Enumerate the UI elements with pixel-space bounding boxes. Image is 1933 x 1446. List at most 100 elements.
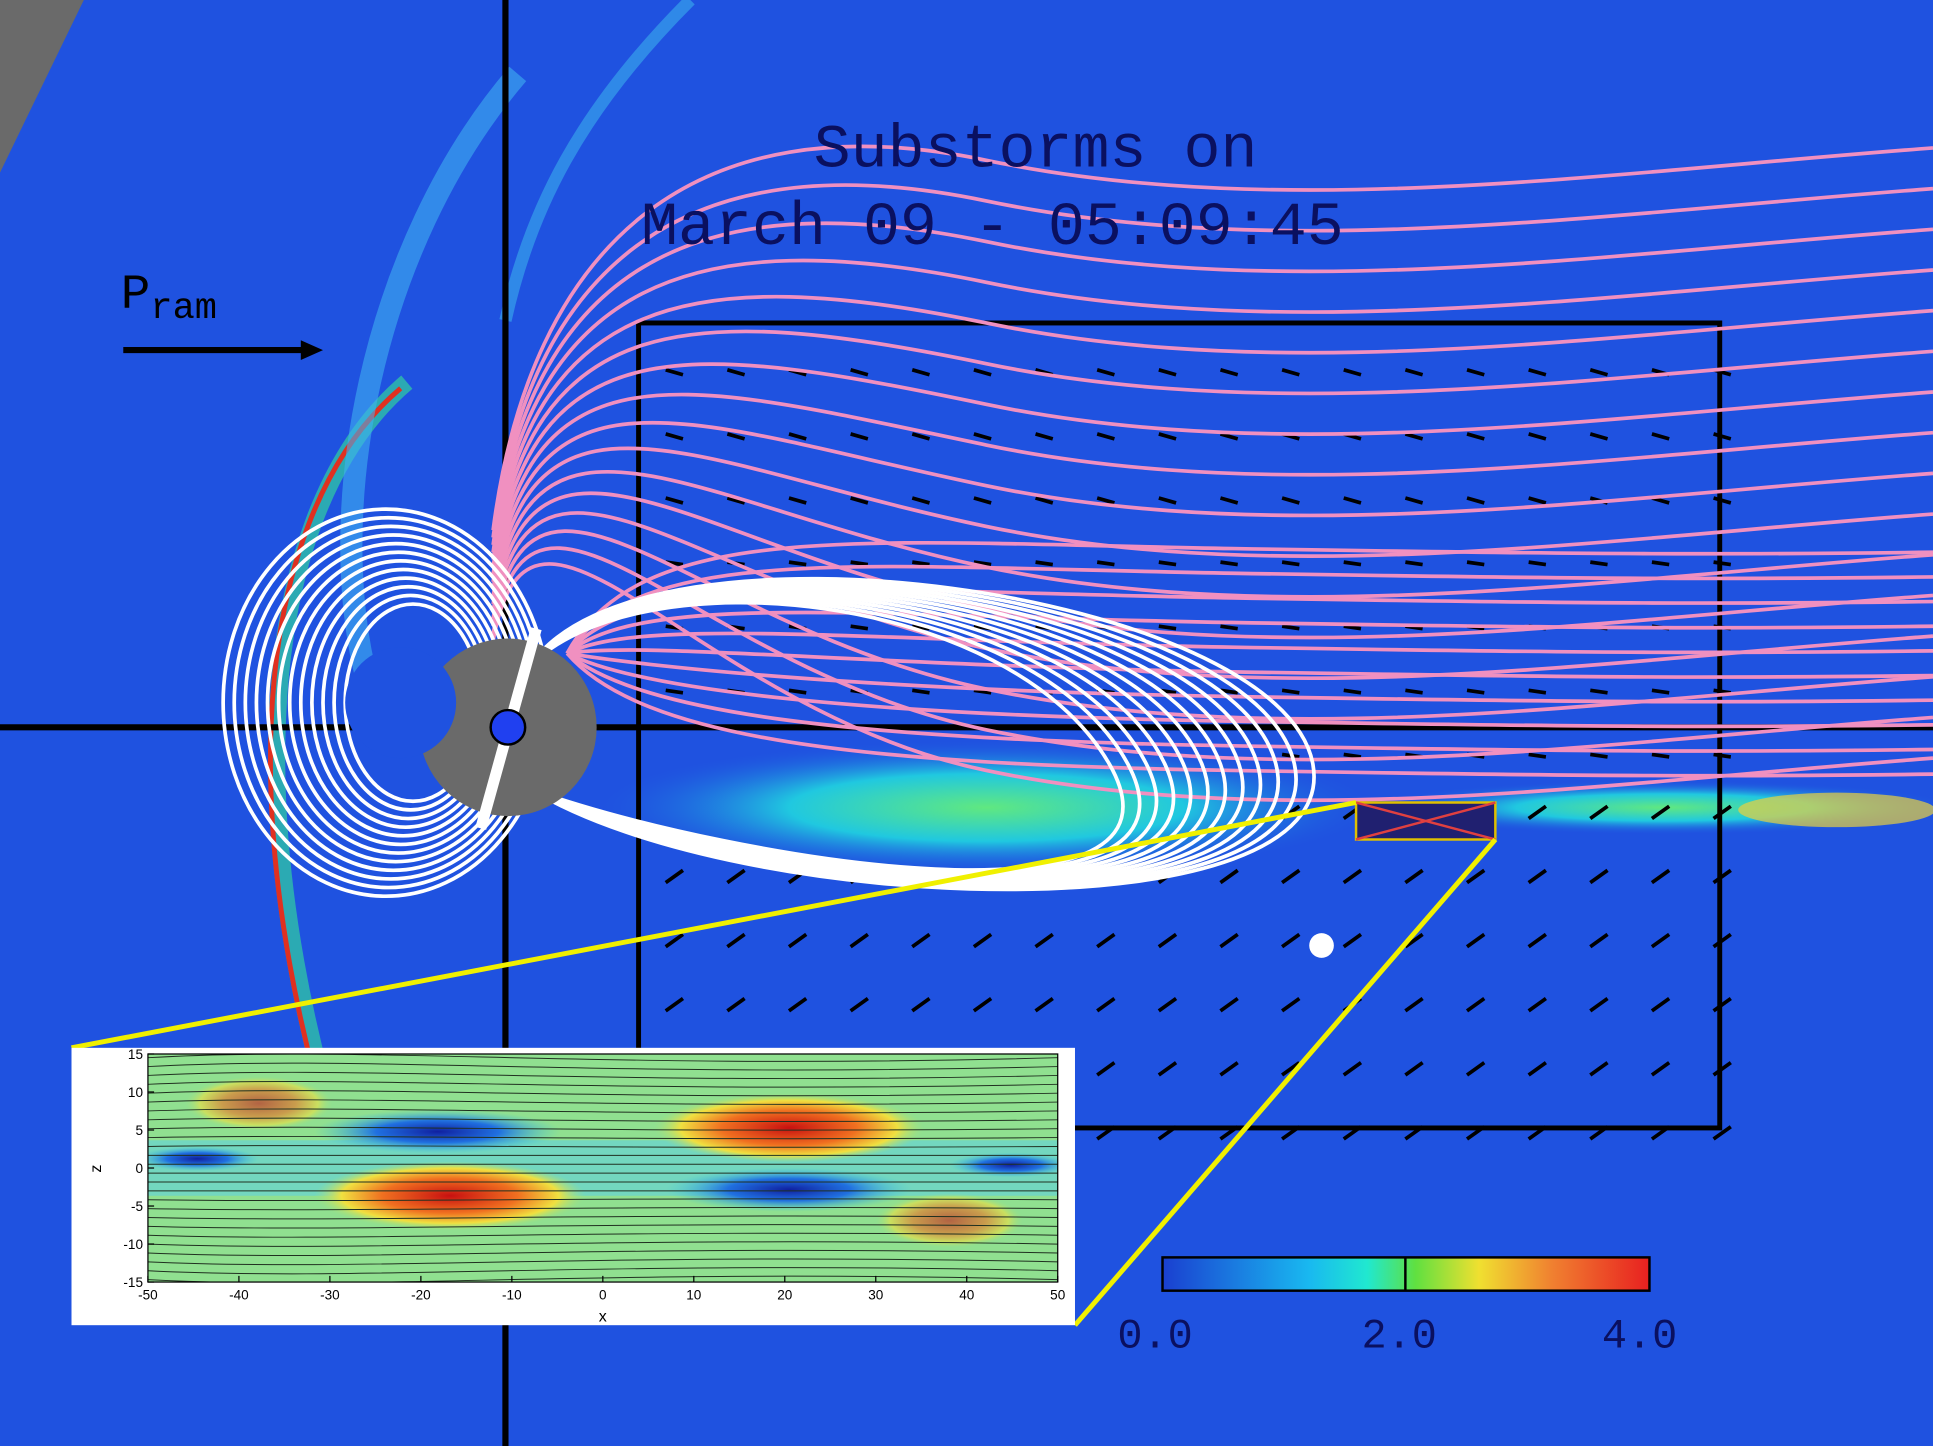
flow-arrow <box>1712 997 1732 1013</box>
flow-arrow <box>1590 752 1608 759</box>
inset-red <box>875 1193 1024 1248</box>
flow-arrow <box>1589 868 1609 885</box>
flow-arrow <box>1713 496 1732 505</box>
flow-arrow <box>664 997 685 1013</box>
flow-arrow <box>1466 496 1485 505</box>
flow-arrow <box>911 432 931 441</box>
flow-arrow <box>1281 688 1300 695</box>
flow-arrow <box>911 997 931 1013</box>
nightside-loop <box>528 585 1245 884</box>
flow-arrow <box>850 560 869 567</box>
flow-arrow <box>1404 1061 1424 1077</box>
flow-arrow <box>1220 624 1238 631</box>
flow-arrow <box>1157 1125 1178 1141</box>
flow-arrow <box>1528 432 1547 441</box>
flow-arrow <box>726 368 746 377</box>
inset-line <box>147 1189 1058 1192</box>
inset-line <box>147 1181 1058 1183</box>
flow-arrow <box>1404 932 1424 949</box>
inset-x-tick-label: -10 <box>502 1287 522 1302</box>
inset-x-tick-label: -40 <box>229 1287 249 1302</box>
field-line <box>565 610 1933 655</box>
inset-line <box>147 1126 1058 1131</box>
flow-arrow <box>1528 560 1547 567</box>
flow-arrow <box>1466 560 1485 567</box>
field-line <box>565 540 1933 655</box>
inset-y-tick-label: 5 <box>135 1123 143 1138</box>
flow-arrow <box>1589 997 1609 1013</box>
inset-red <box>653 1093 925 1163</box>
flow-arrow <box>664 932 685 949</box>
flow-arrow <box>1342 1061 1363 1077</box>
field-line <box>566 651 1933 704</box>
marker <box>1309 933 1334 958</box>
flow-arrow <box>1589 932 1609 949</box>
flow-arrow <box>1650 804 1671 821</box>
flow-arrow <box>1220 688 1238 695</box>
flow-arrow <box>1096 932 1116 949</box>
flow-arrow <box>1465 997 1486 1013</box>
flow-arrow <box>1096 1125 1116 1141</box>
inset-y-tick-label: -15 <box>123 1275 143 1290</box>
flow-arrow <box>1712 932 1732 949</box>
flow-arrow <box>788 688 807 695</box>
flow-arrow <box>1158 368 1177 377</box>
inset-plot <box>147 1053 1058 1283</box>
field-line <box>565 652 1933 778</box>
flow-arrow <box>1034 932 1054 949</box>
flow-arrow <box>1342 932 1363 949</box>
flow-arrow <box>1096 560 1115 567</box>
field-line <box>565 564 1933 655</box>
plasma-sheet <box>1738 792 1933 828</box>
flow-arrow <box>1281 868 1301 885</box>
flow-arrow <box>1404 997 1424 1013</box>
flow-arrow <box>1405 688 1423 695</box>
flow-arrow <box>1035 496 1054 505</box>
field-line <box>491 329 1933 568</box>
inset-blue <box>949 1152 1058 1178</box>
flow-arrow <box>1219 496 1239 505</box>
field-line <box>491 469 1933 605</box>
flow-arrow <box>1343 368 1362 377</box>
flow-arrow <box>1096 432 1115 441</box>
open-field-lines <box>491 144 1933 803</box>
flow-arrow <box>850 624 869 631</box>
inset-line <box>147 1090 1058 1097</box>
colorbar-label: 0.0 <box>1117 1312 1192 1360</box>
flow-arrow <box>1096 997 1116 1013</box>
flow-arrow <box>1465 1125 1486 1141</box>
flow-arrow <box>1589 1061 1609 1077</box>
inset-red <box>184 1076 333 1131</box>
flow-arrow <box>1096 1061 1116 1077</box>
zoom-line <box>1073 837 1498 1327</box>
flow-arrow <box>1404 868 1424 885</box>
inset-line <box>147 1080 1058 1088</box>
flow-arrow <box>1528 688 1547 695</box>
field-line <box>491 294 1933 560</box>
flow-arrow <box>972 997 993 1013</box>
flow-arrow <box>1650 997 1671 1013</box>
inset-line <box>147 1241 1058 1247</box>
flow-arrow <box>1405 560 1423 567</box>
flow-arrow <box>1220 560 1238 567</box>
earth <box>489 708 527 746</box>
flow-arrow <box>1589 1125 1609 1141</box>
flow-arrow <box>973 368 992 377</box>
inset-y-tick-label: 15 <box>128 1047 143 1062</box>
pram-label: Pram <box>121 267 217 330</box>
flow-arrow <box>726 868 746 885</box>
inset-x-tick-label: 40 <box>959 1287 974 1302</box>
flow-arrow <box>1713 752 1732 759</box>
flow-arrow <box>1157 1061 1178 1077</box>
flow-arrow <box>1589 432 1609 441</box>
pram-base: P <box>121 267 151 323</box>
flow-arrow <box>1712 868 1732 885</box>
flow-arrow <box>972 932 993 949</box>
field-line <box>491 392 1933 583</box>
flow-arrow <box>1096 368 1115 377</box>
flow-arrow <box>1527 1061 1547 1077</box>
flow-arrow <box>1713 560 1732 567</box>
flow-arrow <box>1281 560 1300 567</box>
